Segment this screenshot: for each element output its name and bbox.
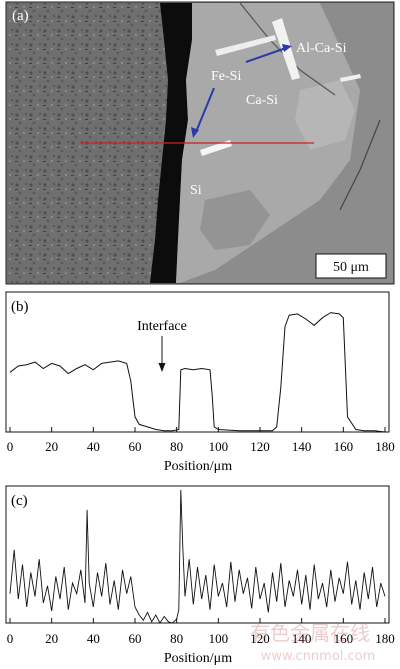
line-profile-b [9,312,386,433]
x-tick-label: 180 [375,439,395,454]
arrowhead-icon [158,363,166,372]
x-tick-label: 20 [45,439,58,454]
scale-bar-label: 50 μm [333,260,369,275]
x-tick-label: 180 [375,631,395,646]
scale-bar-box [315,253,387,279]
x-tick-label: 120 [250,631,270,646]
panel-c-chart: (c) 0 20 40 60 80 100 120 140 160 180 Position/μm [5,485,395,666]
interface-annotation: Interface [137,319,187,334]
x-tick-label: 0 [7,631,14,646]
bright-needle [200,140,232,156]
panel-c-letter: (c) [11,493,28,509]
x-tick-label: 80 [170,439,183,454]
x-tick-label: 60 [129,631,142,646]
arrowhead-icon [191,127,199,138]
x-ticks-b: 0 20 40 60 80 100 120 140 160 180 [7,427,395,454]
x-tick-label: 0 [7,439,14,454]
x-tick-label: 100 [209,439,229,454]
x-axis-label-b: Position/μm [164,459,232,474]
grain-boundary [339,119,381,211]
phase-label: Fe-Si [211,69,241,84]
panel-b-frame [5,291,390,433]
grey-phase-blob [200,190,270,250]
arrowhead-icon [282,44,292,52]
line-profile-c [9,489,386,624]
panel-a-micrograph: (a) Al-Ca-Si Fe-Si Ca-Si Si 50 μm [5,1,395,285]
light-phase-blob [295,80,355,150]
x-tick-label: 160 [334,631,354,646]
x-tick-label: 80 [170,631,183,646]
pointer-arrow [245,47,287,63]
x-tick-label: 140 [292,439,312,454]
watermark-url: www.cnnmol.com [261,649,376,664]
grey-phase-large [180,3,393,283]
x-ticks-c: 0 20 40 60 80 100 120 140 160 180 [7,618,395,646]
watermark-text: 有色金属在线 [250,621,370,645]
phase-label: Ca-Si [246,93,278,108]
panel-b-letter: (b) [11,299,29,315]
panel-a-letter: (a) [12,8,29,24]
x-tick-label: 40 [87,439,100,454]
bright-needle [340,74,361,82]
panel-b-chart: (b) 0 20 40 60 80 100 120 140 160 180 Interface P… [5,291,395,474]
phase-label: Al-Ca-Si [296,41,347,56]
x-tick-label: 100 [209,631,229,646]
x-tick-label: 140 [292,631,312,646]
x-axis-label-c: Position/μm [164,651,232,666]
phase-label: Si [190,183,202,198]
x-tick-label: 120 [250,439,270,454]
x-tick-label: 40 [87,631,100,646]
panel-c-frame [5,485,390,624]
watermark: 有色金属在线 www.cnnmol.com [250,621,375,664]
pointer-arrow [195,87,215,133]
bright-needle [215,35,276,56]
x-tick-label: 60 [129,439,142,454]
x-tick-label: 20 [45,631,58,646]
x-tick-label: 160 [334,439,354,454]
